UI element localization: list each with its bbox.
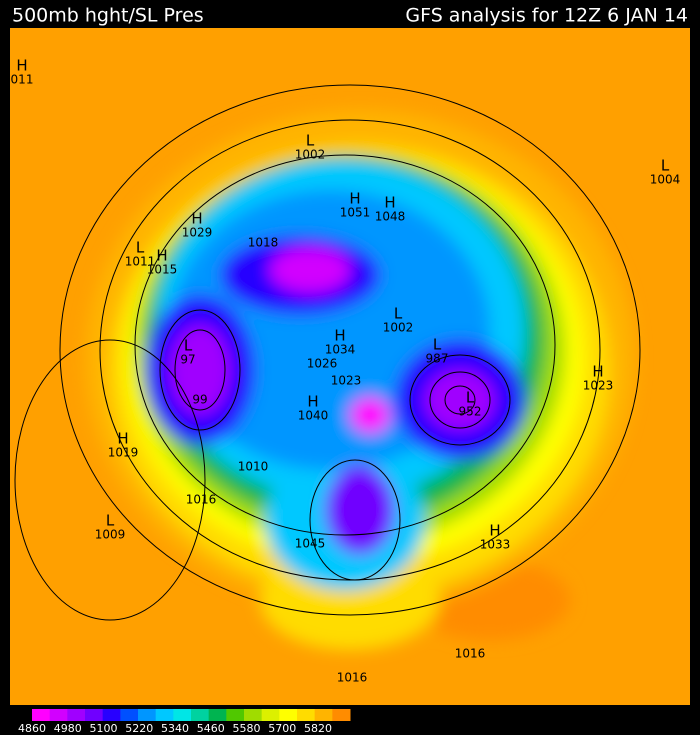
pressure-value: 1016 — [455, 647, 486, 661]
colorbar-label: 4980 — [54, 722, 82, 735]
pressure-value: 1002 — [295, 148, 326, 162]
pressure-value: 1023 — [331, 374, 362, 388]
pressure-symbol: H — [156, 247, 167, 265]
pressure-value: 1048 — [375, 210, 406, 224]
pressure-value: 1018 — [248, 236, 279, 250]
colorbar-swatch — [102, 709, 121, 721]
colorbar-swatch — [67, 709, 86, 721]
colorbar-swatch — [244, 709, 263, 721]
pressure-value: 99 — [192, 393, 207, 407]
pressure-value: 011 — [11, 73, 34, 87]
colorbar-swatch — [332, 709, 351, 721]
pressure-symbol: H — [592, 363, 603, 381]
colorbar-label: 5220 — [125, 722, 153, 735]
pressure-symbol: H — [334, 327, 345, 345]
pressure-symbol: H — [117, 430, 128, 448]
pressure-value: 1051 — [340, 206, 371, 220]
colorbar-label: 5460 — [197, 722, 225, 735]
pressure-value: 952 — [459, 405, 482, 419]
colorbar-swatch — [85, 709, 104, 721]
colorbar-swatch — [226, 709, 245, 721]
pressure-symbol: L — [184, 337, 193, 355]
pressure-value: 1029 — [182, 226, 213, 240]
colorbar-swatch — [208, 709, 227, 721]
colorbar-swatch — [191, 709, 210, 721]
pressure-value: 1019 — [108, 446, 139, 460]
colorbar-label: 5100 — [90, 722, 118, 735]
pressure-symbol: H — [489, 522, 500, 540]
pressure-symbol: H — [307, 393, 318, 411]
colorbar-label: 4860 — [18, 722, 46, 735]
pressure-value: 1011 — [125, 255, 156, 269]
pressure-value: 1016 — [186, 493, 217, 507]
colorbar-swatch — [49, 709, 68, 721]
pressure-value: 1033 — [480, 538, 511, 552]
colorbar-swatch — [120, 709, 139, 721]
title-right: GFS analysis for 12Z 6 JAN 14 — [405, 5, 688, 27]
title-left: 500mb hght/SL Pres — [12, 5, 204, 27]
colorbar-swatch — [261, 709, 280, 721]
pressure-symbol: H — [191, 210, 202, 228]
pressure-value: 97 — [180, 353, 195, 367]
pressure-symbol: L — [394, 305, 403, 323]
pressure-value: 1004 — [650, 173, 681, 187]
colorbar-label: 5580 — [233, 722, 261, 735]
colorbar-swatch — [279, 709, 298, 721]
pressure-symbol: H — [349, 190, 360, 208]
colorbar-swatch — [155, 709, 174, 721]
colorbar-label: 5340 — [161, 722, 189, 735]
colorbar-swatch — [32, 709, 51, 721]
colorbar-label: 5820 — [304, 722, 332, 735]
pressure-value: 1010 — [238, 460, 269, 474]
pressure-value: 1040 — [298, 409, 329, 423]
pressure-symbol: H — [16, 57, 27, 75]
colorbar: 4860 4980 5100 5220 5340 5460 5580 5700 5820 — [18, 709, 351, 735]
colorbar-swatch — [173, 709, 192, 721]
pressure-value: 1009 — [95, 528, 126, 542]
colorbar-label: 5700 — [268, 722, 296, 735]
pressure-value: 1016 — [337, 671, 368, 685]
pressure-symbol: L — [136, 239, 145, 257]
pressure-symbol: L — [466, 389, 475, 407]
pressure-symbol: L — [433, 336, 442, 354]
pressure-value: 987 — [426, 352, 449, 366]
pressure-symbol: L — [306, 132, 315, 150]
pressure-value: 1002 — [383, 321, 414, 335]
pressure-value: 1034 — [325, 343, 356, 357]
pressure-symbol: L — [106, 512, 115, 530]
colorbar-swatch — [297, 709, 316, 721]
colorbar-swatch — [314, 709, 333, 721]
pressure-value: 1023 — [583, 379, 614, 393]
pressure-value: 1045 — [295, 537, 326, 551]
pressure-symbol: L — [661, 157, 670, 175]
pressure-value: 1026 — [307, 357, 338, 371]
pressure-symbol: H — [384, 194, 395, 212]
contours — [14, 84, 641, 621]
height-field — [85, 110, 635, 650]
colorbar-swatch — [138, 709, 157, 721]
pressure-value: 1015 — [147, 263, 178, 277]
